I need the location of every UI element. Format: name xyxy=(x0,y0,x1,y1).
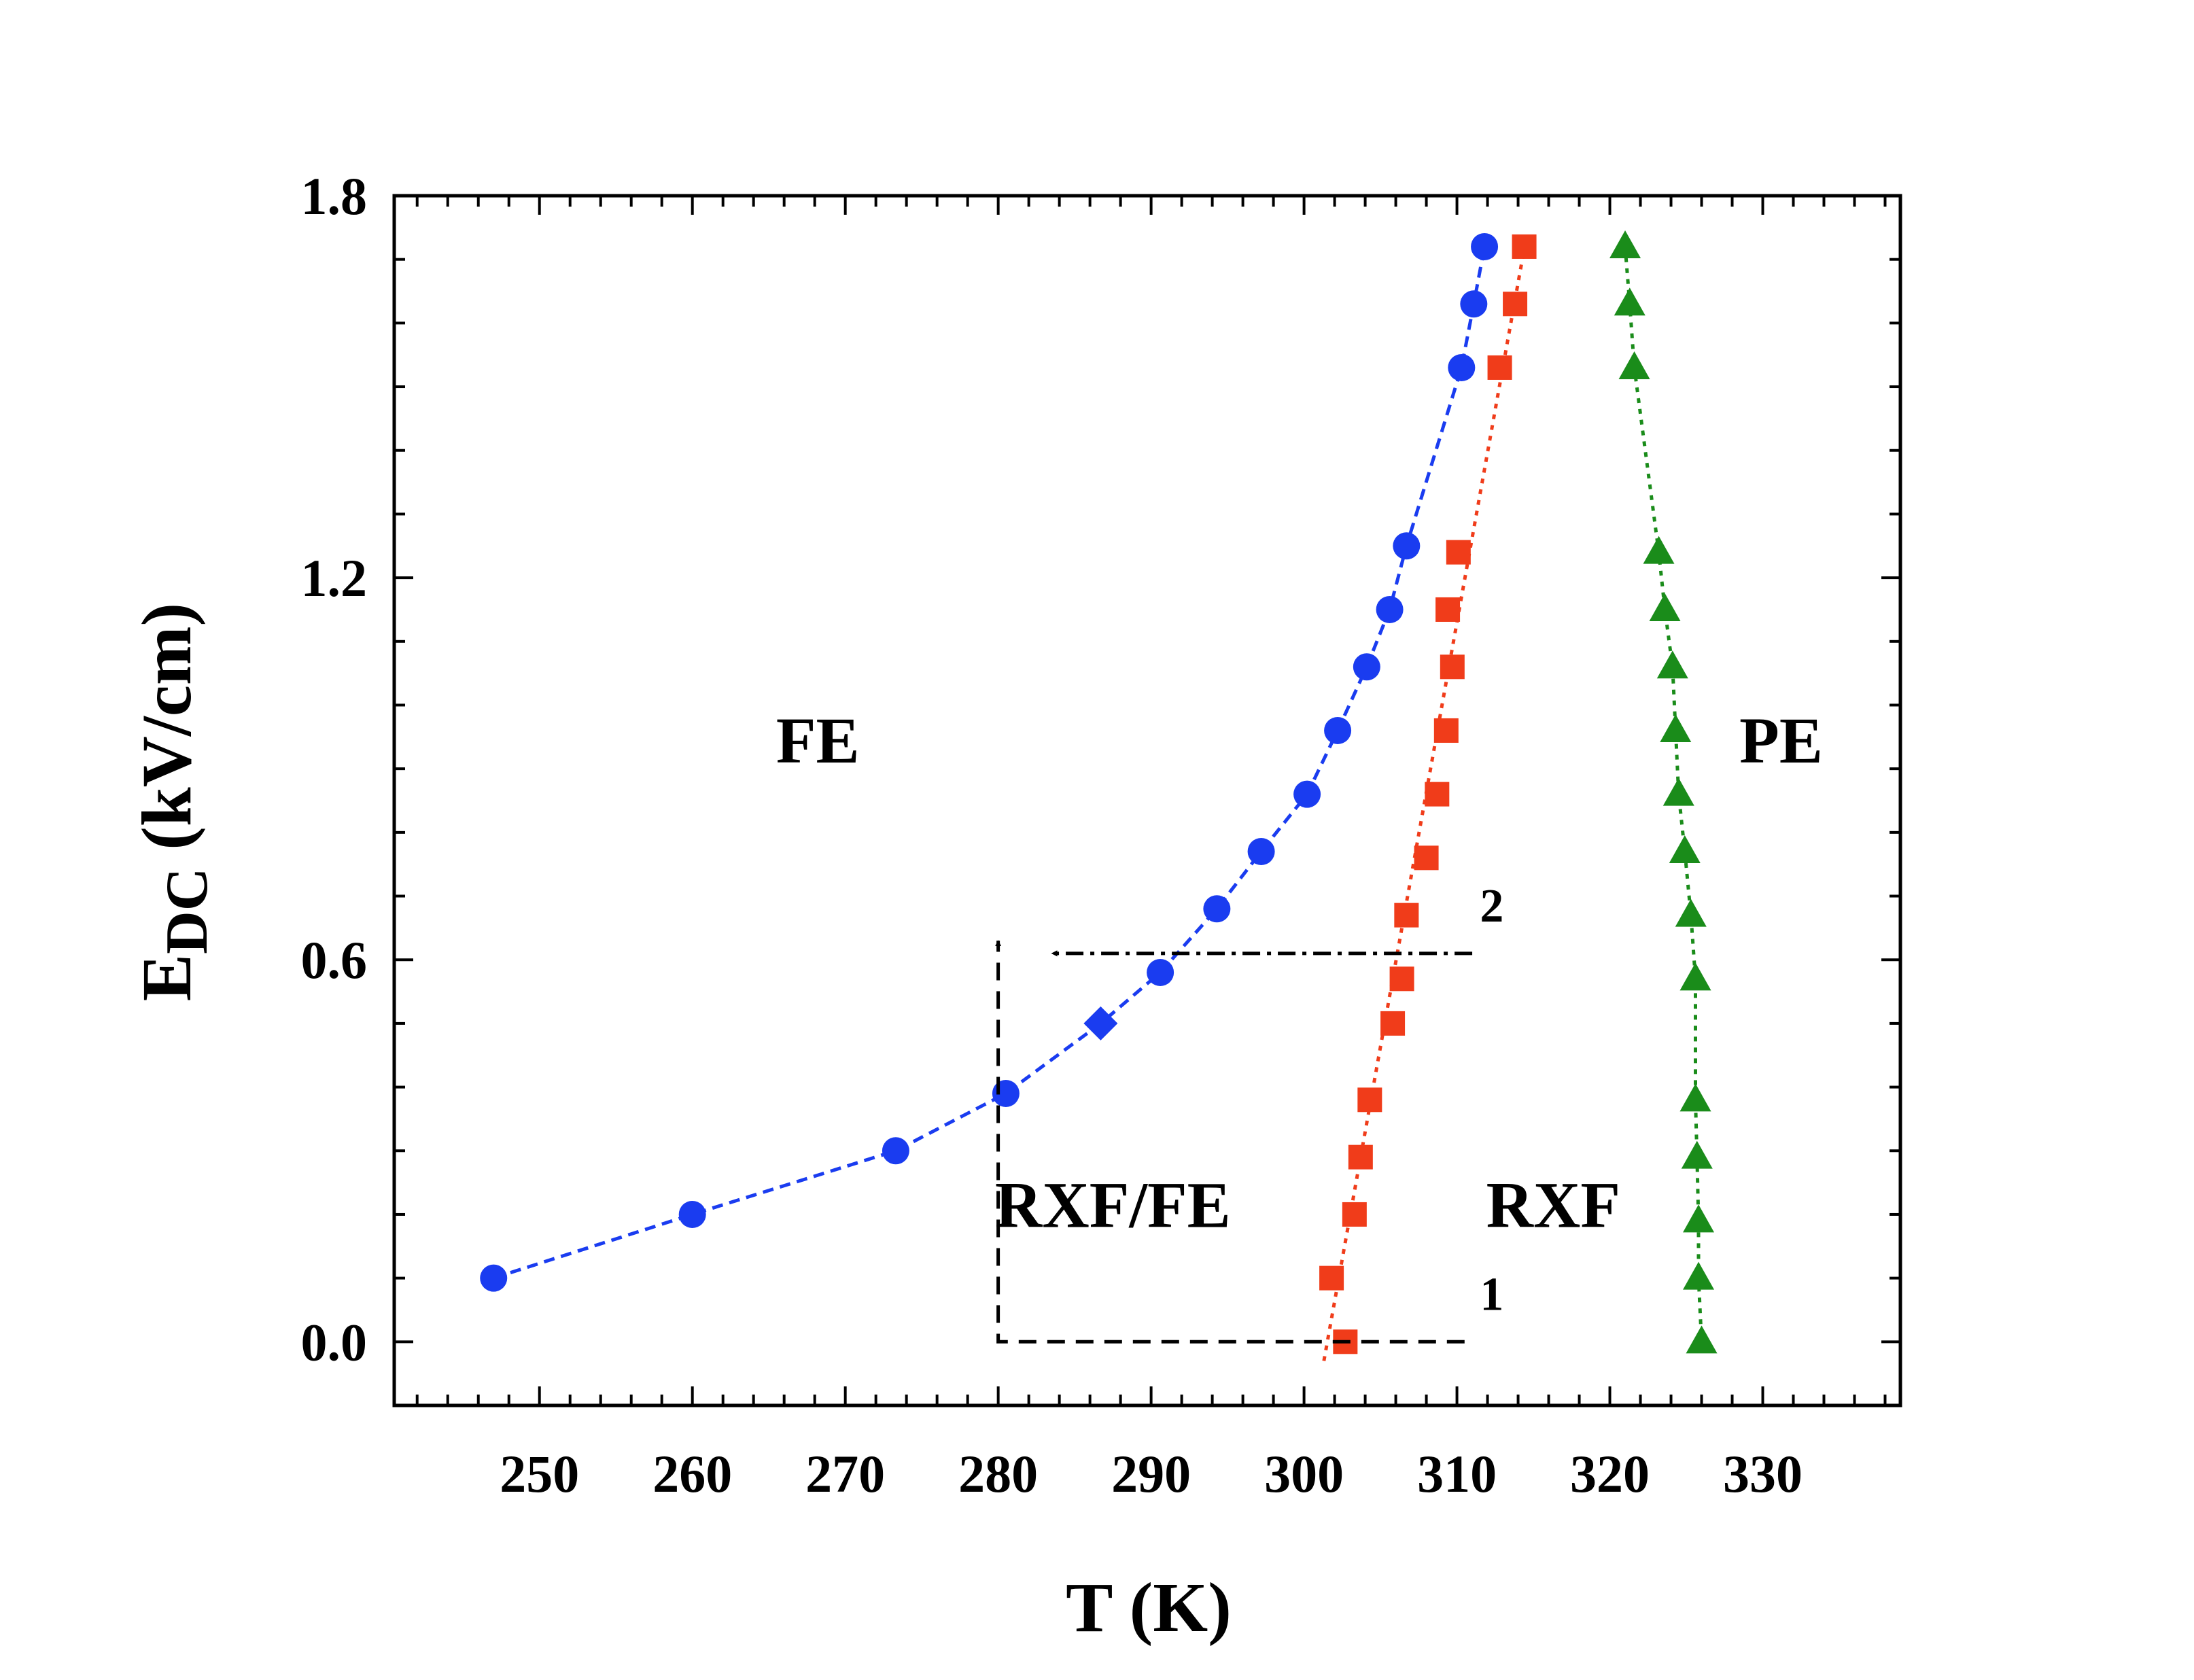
x-tick-label: 250 xyxy=(500,1444,579,1503)
blue-series-point-11 xyxy=(1353,653,1380,681)
series-layer xyxy=(480,230,1718,1361)
x-tick-label: 320 xyxy=(1570,1444,1650,1503)
blue-series-point-5 xyxy=(1083,1006,1118,1040)
green-series-point-10 xyxy=(1675,898,1707,927)
y-axis-title-unit: (kV/cm) xyxy=(128,603,206,868)
region-label-pe: PE xyxy=(1739,704,1823,777)
green-series-point-13 xyxy=(1681,1140,1713,1169)
blue-series-point-6 xyxy=(1147,958,1174,986)
blue-series-point-14 xyxy=(1448,353,1476,381)
red-series-point-1 xyxy=(1319,1265,1344,1291)
red-series-point-17 xyxy=(1512,234,1537,259)
x-tick-label: 330 xyxy=(1723,1444,1803,1503)
green-series-point-6 xyxy=(1656,650,1688,679)
green-series-point-7 xyxy=(1660,714,1692,742)
region-label-rxf: RXF xyxy=(1486,1169,1620,1242)
red-series-point-11 xyxy=(1433,718,1459,743)
region-label-fe: FE xyxy=(776,704,860,777)
green-series-point-14 xyxy=(1683,1204,1715,1233)
green-series-point-9 xyxy=(1669,835,1701,863)
blue-series-point-8 xyxy=(1247,837,1275,865)
tick-label-layer: 250 260 270 280 290 300 310 320 330 0.0 0.6 1.2 1.8 xyxy=(301,167,1803,1503)
red-series-point-14 xyxy=(1446,540,1471,565)
blue-series-point-13 xyxy=(1393,532,1421,560)
red-series-point-15 xyxy=(1487,355,1512,380)
x-tick-label: 260 xyxy=(652,1444,732,1503)
blue-series-line xyxy=(493,246,1486,1280)
red-series-point-13 xyxy=(1435,597,1461,622)
blue-series-point-10 xyxy=(1324,716,1352,744)
x-tick-label: 300 xyxy=(1264,1444,1344,1503)
blue-series-point-1 xyxy=(480,1264,508,1292)
red-series-point-16 xyxy=(1503,292,1528,317)
path-2-label: 2 xyxy=(1480,880,1503,932)
red-series-point-9 xyxy=(1414,845,1439,871)
green-series-point-16 xyxy=(1686,1325,1718,1354)
x-tick-label: 270 xyxy=(805,1444,885,1503)
green-series-point-15 xyxy=(1683,1261,1715,1290)
red-series-point-4 xyxy=(1348,1144,1373,1170)
blue-series-point-2 xyxy=(678,1200,706,1228)
red-series-point-8 xyxy=(1394,903,1419,928)
plot-frame xyxy=(392,194,1902,1407)
green-series-point-5 xyxy=(1649,593,1681,621)
green-series-line xyxy=(1623,246,1703,1342)
x-tick-label: 280 xyxy=(958,1444,1038,1503)
green-series-point-2 xyxy=(1614,287,1645,316)
red-series-point-5 xyxy=(1357,1087,1382,1113)
green-series-point-12 xyxy=(1679,1083,1711,1112)
region-label-rxf-fe: RXF/FE xyxy=(995,1169,1231,1242)
red-series-point-12 xyxy=(1440,654,1465,680)
green-series-point-1 xyxy=(1609,230,1641,258)
blue-series-point-9 xyxy=(1293,780,1321,808)
blue-series-point-12 xyxy=(1376,595,1404,623)
path-1-dashed-arrow xyxy=(995,940,1465,1344)
y-tick-label: 1.8 xyxy=(301,167,368,226)
green-series-point-4 xyxy=(1643,536,1675,564)
annotation-layer: 1 2 FE PE RXF/FE RXF xyxy=(776,704,1823,1344)
green-series-point-3 xyxy=(1618,351,1650,379)
green-series-point-11 xyxy=(1679,962,1711,991)
x-tick-label: 290 xyxy=(1111,1444,1191,1503)
y-axis-title: EDC (kV/cm) xyxy=(128,603,220,1001)
y-axis-title-main: E xyxy=(128,954,206,1001)
x-axis-title: T (K) xyxy=(1066,1569,1232,1647)
blue-series-point-15 xyxy=(1460,290,1488,318)
red-series-point-6 xyxy=(1380,1011,1406,1036)
blue-series-point-3 xyxy=(882,1137,909,1165)
path-1-label: 1 xyxy=(1480,1268,1503,1320)
red-series-point-7 xyxy=(1389,966,1414,992)
y-tick-label: 1.2 xyxy=(301,548,368,608)
red-series-point-10 xyxy=(1425,782,1450,807)
red-series-point-3 xyxy=(1342,1202,1367,1227)
blue-series-point-7 xyxy=(1203,895,1231,923)
y-tick-label: 0.6 xyxy=(301,930,368,990)
green-series-point-8 xyxy=(1662,777,1694,806)
blue-series-point-4 xyxy=(992,1079,1020,1107)
blue-series-point-16 xyxy=(1471,232,1499,260)
tick-layer xyxy=(394,194,1900,1405)
y-axis-title-sub: DC xyxy=(154,868,220,954)
y-tick-label: 0.0 xyxy=(301,1312,368,1371)
x-tick-label: 310 xyxy=(1417,1444,1497,1503)
